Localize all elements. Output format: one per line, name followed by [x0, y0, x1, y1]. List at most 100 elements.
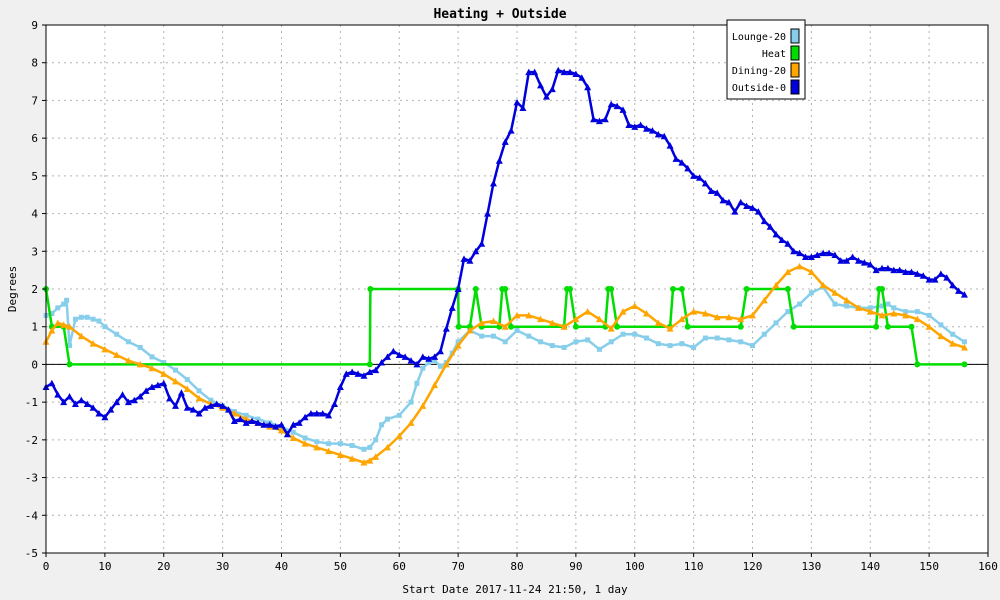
data-point — [349, 443, 355, 449]
data-point — [89, 340, 97, 347]
data-point — [184, 377, 190, 383]
data-point — [884, 323, 891, 330]
data-point — [548, 85, 556, 93]
data-point — [55, 305, 61, 311]
y-tick-label: -4 — [25, 509, 39, 522]
data-point — [896, 266, 904, 274]
data-point — [961, 339, 967, 345]
x-tick-label: 10 — [98, 560, 111, 573]
data-point — [442, 325, 450, 332]
data-point — [384, 416, 390, 422]
data-point — [420, 365, 426, 371]
data-point — [643, 310, 651, 317]
x-tick-label: 70 — [452, 560, 465, 573]
data-point — [107, 406, 115, 413]
data-point — [366, 457, 374, 464]
data-point — [307, 409, 315, 417]
data-point — [925, 323, 933, 330]
data-point — [49, 311, 55, 317]
data-point — [648, 127, 656, 134]
data-point — [160, 370, 168, 377]
data-point — [161, 360, 167, 366]
y-tick-label: -2 — [25, 434, 38, 447]
data-point — [596, 346, 602, 352]
data-point — [502, 339, 508, 345]
data-point — [725, 313, 733, 321]
data-point — [938, 322, 944, 328]
data-point — [425, 355, 433, 362]
data-point — [702, 335, 708, 341]
data-point — [101, 413, 109, 421]
data-point — [537, 315, 545, 323]
data-point — [548, 319, 556, 326]
data-point — [937, 270, 945, 277]
data-point — [908, 323, 915, 330]
data-point — [913, 270, 921, 277]
data-point — [879, 303, 885, 309]
data-point — [549, 343, 555, 349]
legend-label: Lounge-20 — [732, 32, 786, 43]
data-point — [914, 361, 921, 368]
data-point — [772, 230, 780, 238]
data-point — [336, 451, 344, 458]
data-point — [772, 281, 780, 289]
data-point — [396, 412, 402, 418]
data-point — [431, 353, 439, 360]
data-point — [395, 351, 403, 358]
data-point — [807, 268, 815, 276]
data-point — [660, 132, 668, 140]
data-point — [419, 402, 427, 409]
data-point — [414, 380, 420, 386]
data-point — [684, 164, 692, 172]
data-point — [537, 81, 545, 89]
data-point — [726, 337, 732, 343]
data-point — [713, 189, 721, 196]
data-point — [219, 402, 227, 409]
y-tick-label: 5 — [31, 170, 38, 183]
data-point — [743, 202, 751, 210]
data-point — [242, 419, 250, 426]
data-point — [943, 274, 951, 281]
data-point — [760, 217, 768, 225]
data-point — [501, 138, 509, 145]
data-point — [160, 379, 168, 387]
data-point — [454, 342, 462, 349]
data-point — [670, 286, 677, 292]
data-point — [761, 331, 767, 337]
data-point — [890, 266, 898, 274]
data-point — [501, 323, 509, 330]
data-point — [83, 400, 91, 408]
data-point — [560, 68, 568, 76]
data-point — [684, 323, 691, 330]
data-point — [796, 262, 804, 270]
data-point — [790, 323, 797, 330]
data-point — [455, 323, 462, 330]
data-point — [903, 309, 909, 315]
data-point — [619, 106, 627, 113]
data-point — [113, 398, 121, 406]
data-point — [678, 286, 685, 292]
data-point — [230, 409, 238, 417]
data-point — [154, 381, 162, 389]
data-point — [460, 255, 468, 262]
data-point — [478, 240, 486, 247]
data-point — [891, 305, 897, 311]
data-point — [585, 337, 591, 343]
y-tick-label: 3 — [31, 245, 38, 258]
data-point — [330, 400, 338, 408]
data-point — [272, 423, 280, 430]
series-heat — [43, 286, 968, 368]
data-point — [407, 357, 415, 364]
data-point — [313, 409, 321, 417]
series-outside-0 — [42, 66, 968, 438]
data-point — [778, 236, 786, 243]
data-point — [902, 311, 910, 319]
data-point — [213, 400, 221, 408]
data-point — [326, 441, 332, 447]
data-point — [949, 340, 957, 347]
data-point — [113, 351, 121, 358]
data-point — [832, 301, 838, 307]
data-point — [454, 285, 462, 292]
data-point — [66, 323, 74, 330]
